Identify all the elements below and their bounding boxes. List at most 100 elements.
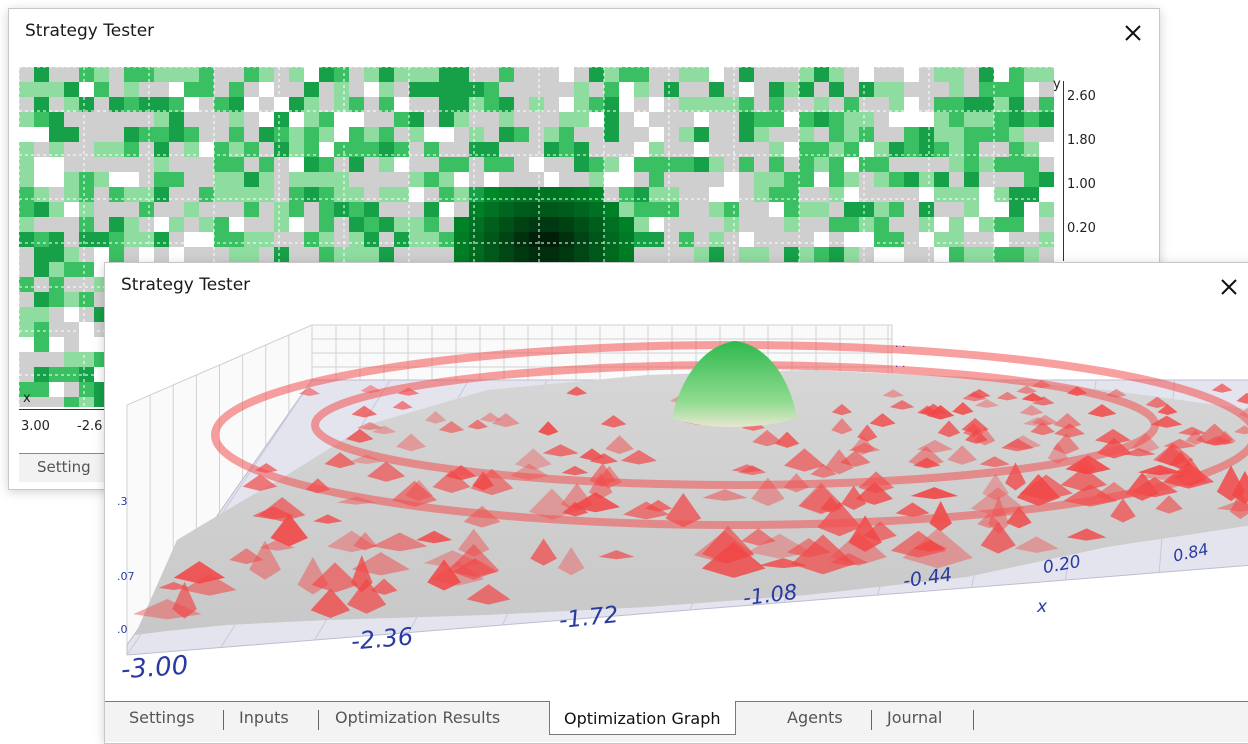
surface-spike: [974, 399, 999, 408]
heatmap-cell: [964, 97, 979, 112]
heatmap-cell: [184, 142, 199, 157]
surface-spike: [974, 427, 996, 446]
heatmap-cell: [139, 187, 154, 202]
heatmap-cell: [754, 247, 769, 262]
heatmap-cell: [769, 82, 784, 97]
heatmap-cell: [379, 127, 394, 142]
heatmap-cell: [754, 127, 769, 142]
heatmap-cell: [484, 142, 499, 157]
surface-spike: [346, 578, 387, 614]
tab-agents[interactable]: Agents: [787, 708, 843, 727]
heatmap-cell: [499, 127, 514, 142]
tab-optimization-graph[interactable]: Optimization Graph: [549, 701, 736, 735]
back-close-button[interactable]: [1113, 15, 1153, 51]
heatmap-cell: [439, 112, 454, 127]
heatmap-cell: [769, 97, 784, 112]
surface-spike: [542, 444, 579, 457]
tab-optimization-results[interactable]: Optimization Results: [335, 708, 501, 727]
heatmap-cell: [64, 247, 79, 262]
heatmap-cell: [439, 97, 454, 112]
heatmap-cell: [289, 67, 304, 82]
heatmap-cell: [349, 157, 364, 172]
heatmap-cell: [124, 172, 139, 187]
x-axis-labels: -3.00 -2.36 -1.72 -1.08 -0.44 0.20 0.84 …: [107, 315, 1248, 701]
heatmap-cell: [94, 142, 109, 157]
heatmap-cell: [514, 202, 529, 217]
heatmap-cell: [349, 247, 364, 262]
front-close-button[interactable]: [1209, 269, 1248, 305]
heatmap-cell: [784, 202, 799, 217]
tab-journal[interactable]: Journal: [887, 708, 943, 727]
heatmap-cell: [259, 172, 274, 187]
heatmap-cell: [679, 157, 694, 172]
heatmap-cell: [214, 157, 229, 172]
heatmap-cell: [274, 127, 289, 142]
heatmap-cell: [514, 127, 529, 142]
heatmap-cell: [454, 172, 469, 187]
heatmap-cell: [109, 172, 124, 187]
heatmap-cell: [724, 217, 739, 232]
heatmap-cell: [889, 112, 904, 127]
heatmap-cell: [79, 262, 94, 277]
optimization-3d-graph[interactable]: .3 .07 .0 . . . . -3.00 -2.36 -1.72 -1.0…: [107, 315, 1248, 701]
heatmap-cell: [334, 187, 349, 202]
heatmap-cell: [934, 142, 949, 157]
heatmap-cell: [304, 97, 319, 112]
heatmap-cell: [544, 202, 559, 217]
heatmap-cell: [949, 142, 964, 157]
heatmap-cell: [904, 127, 919, 142]
heatmap-cell: [64, 97, 79, 112]
heatmap-cell: [109, 142, 124, 157]
back-title-bar[interactable]: Strategy Tester: [9, 9, 1159, 59]
heatmap-cell: [274, 217, 289, 232]
heatmap-cell: [19, 127, 34, 142]
heatmap-cell: [394, 232, 409, 247]
heatmap-cell: [844, 157, 859, 172]
heatmap-cell: [649, 127, 664, 142]
left-axis-marks: .3 .07 .0 . . . .: [117, 337, 906, 636]
heatmap-cell: [1039, 97, 1054, 112]
heatmap-cell: [394, 112, 409, 127]
heatmap-cell: [859, 127, 874, 142]
heatmap-cell: [319, 67, 334, 82]
heatmap-cell: [604, 232, 619, 247]
surface-spike: [396, 433, 427, 452]
front-title-bar[interactable]: Strategy Tester: [105, 263, 1248, 313]
heatmap-cell: [589, 157, 604, 172]
heatmap-cell: [514, 232, 529, 247]
heatmap-cell: [304, 232, 319, 247]
surface-spike: [916, 439, 953, 453]
tab-settings[interactable]: Settings: [129, 708, 195, 727]
heatmap-cell: [979, 67, 994, 82]
heatmap-cell: [964, 112, 979, 127]
heatmap-cell: [49, 337, 64, 352]
heatmap-cell: [454, 67, 469, 82]
tab-inputs[interactable]: Inputs: [239, 708, 289, 727]
heatmap-cell: [994, 157, 1009, 172]
tab-separator: [318, 710, 319, 730]
back-tab-settings[interactable]: Setting: [37, 458, 91, 476]
heatmap-cell: [859, 112, 874, 127]
heatmap-cell: [319, 232, 334, 247]
surface-spike: [466, 584, 511, 605]
heatmap-cell: [139, 97, 154, 112]
heatmap-cell: [919, 232, 934, 247]
surface-spike: [863, 521, 897, 541]
x-tick-label: 0.20: [1041, 551, 1083, 579]
close-icon: [1125, 25, 1141, 41]
heatmap-cell: [919, 172, 934, 187]
heatmap-cell: [544, 217, 559, 232]
heatmap-cell: [364, 247, 379, 262]
heatmap-cell: [289, 157, 304, 172]
heatmap-cell: [604, 82, 619, 97]
heatmap-cell: [634, 142, 649, 157]
heatmap-cell: [559, 202, 574, 217]
heatmap-cell: [709, 232, 724, 247]
heatmap-cell: [634, 112, 649, 127]
front-strategy-tester-window: Strategy Tester: [104, 262, 1248, 744]
heatmap-cell: [709, 97, 724, 112]
heatmap-cell: [799, 157, 814, 172]
heatmap-cell: [604, 202, 619, 217]
surface-spike: [560, 482, 593, 512]
heatmap-cell: [289, 127, 304, 142]
